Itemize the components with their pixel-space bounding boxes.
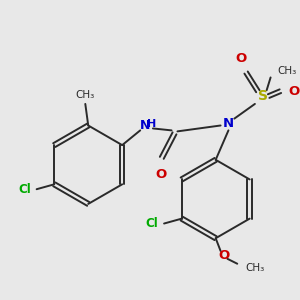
- Text: O: O: [218, 249, 229, 262]
- Text: N: N: [223, 117, 234, 130]
- Text: N: N: [140, 119, 150, 132]
- Text: Cl: Cl: [18, 183, 31, 196]
- Text: O: O: [155, 168, 166, 181]
- Text: O: O: [288, 85, 299, 98]
- Text: CH₃: CH₃: [278, 66, 297, 76]
- Text: H: H: [147, 118, 157, 128]
- Text: O: O: [236, 52, 247, 65]
- Text: CH₃: CH₃: [76, 90, 95, 100]
- Text: CH₃: CH₃: [245, 262, 264, 273]
- Text: Cl: Cl: [146, 217, 158, 230]
- Text: S: S: [258, 89, 268, 103]
